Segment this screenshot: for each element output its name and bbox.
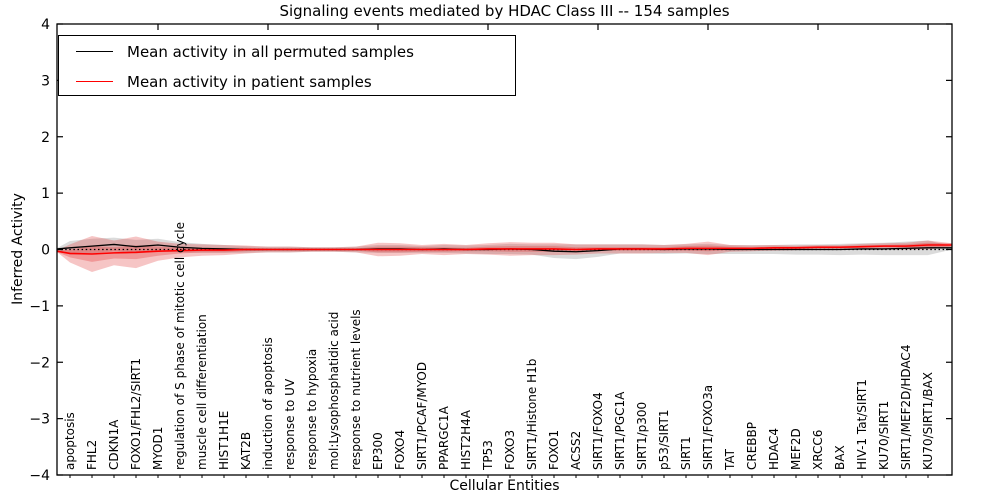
x-tick-label: CREBBP — [745, 422, 759, 470]
chart-title: Signaling events mediated by HDAC Class … — [279, 2, 730, 20]
x-tick-label: SIRT1/p300 — [635, 402, 649, 470]
x-tick-label: FOXO3 — [503, 430, 517, 470]
y-tick-label: 0 — [41, 243, 50, 259]
x-tick-label: FOXO1 — [547, 430, 561, 470]
legend-entry-permuted: Mean activity in all permuted samples — [59, 37, 515, 66]
y-tick-label: 3 — [41, 73, 50, 89]
patient-range-band-outer — [57, 235, 952, 273]
x-tick-label: SIRT1 — [679, 436, 693, 470]
x-tick-label: FOXO4 — [393, 430, 407, 470]
x-tick-label: TP53 — [481, 440, 495, 471]
legend-label-permuted: Mean activity in all permuted samples — [127, 42, 414, 61]
x-tick-label: apoptosis — [63, 412, 77, 470]
x-tick-label: FHL2 — [85, 440, 99, 470]
x-tick-label: EP300 — [371, 432, 385, 470]
x-tick-label: ACSS2 — [569, 431, 583, 470]
x-tick-label: HIST2H4A — [459, 409, 473, 470]
y-tick-label: 4 — [41, 17, 50, 33]
black-line-swatch-icon — [76, 51, 113, 52]
x-tick-label: HIST1H1E — [217, 411, 231, 470]
x-tick-label: SIRT1/PCAF/MYOD — [415, 362, 429, 470]
red-line-swatch-icon — [76, 81, 113, 82]
x-tick-label: SIRT1/FOXO3a — [701, 385, 715, 470]
y-tick-label: −1 — [29, 299, 50, 315]
x-tick-label: TAT — [723, 448, 737, 471]
x-tick-label: SIRT1/PGC1A — [613, 391, 627, 470]
x-tick-label: KU70/SIRT1 — [877, 401, 891, 470]
patient-range-band-inner — [57, 242, 952, 262]
x-tick-label: HDAC4 — [767, 428, 781, 470]
x-tick-label: p53/SIRT1 — [657, 409, 671, 470]
x-tick-label: SIRT1/FOXO4 — [591, 392, 605, 470]
y-axis-title: Inferred Activity — [10, 193, 26, 305]
legend-entry-patient: Mean activity in patient samples — [59, 67, 515, 96]
y-tick-label: −4 — [29, 468, 50, 484]
patient-mean-line — [56, 244, 952, 255]
legend-label-patient: Mean activity in patient samples — [127, 72, 372, 91]
x-tick-label: XRCC6 — [811, 430, 825, 470]
x-tick-label: SIRT1/Histone H1b — [525, 359, 539, 470]
x-tick-label: MYOD1 — [151, 427, 165, 470]
x-tick-label: induction of apoptosis — [261, 337, 275, 470]
x-axis-title: Cellular Entities — [449, 478, 560, 494]
legend: Mean activity in all permuted samples Me… — [58, 35, 516, 96]
x-tick-label: BAX — [833, 445, 847, 470]
x-tick-label: HIV-1 Tat/SIRT1 — [855, 379, 869, 470]
x-tick-label: MEF2D — [789, 428, 803, 470]
x-tick-label: regulation of S phase of mitotic cell cy… — [173, 222, 187, 470]
y-tick-label: −2 — [29, 355, 50, 371]
x-tick-label: CDKN1A — [107, 419, 121, 470]
y-tick-label: 1 — [41, 186, 50, 202]
x-tick-label: FOXO1/FHL2/SIRT1 — [129, 358, 143, 470]
x-tick-label: PPARGC1A — [437, 405, 451, 470]
x-tick-label: response to hypoxia — [305, 349, 319, 470]
x-tick-label: KU70/SIRT1/BAX — [921, 372, 935, 470]
y-tick-label: −3 — [29, 412, 50, 428]
x-tick-label: mol:Lysophosphatidic acid — [327, 312, 341, 470]
y-tick-label: 2 — [41, 130, 50, 146]
x-tick-label: response to nutrient levels — [349, 309, 363, 470]
x-tick-label: KAT2B — [239, 432, 253, 470]
x-tick-label: SIRT1/MEF2D/HDAC4 — [899, 345, 913, 470]
x-tick-label: response to UV — [283, 378, 297, 470]
x-tick-label: muscle cell differentiation — [195, 314, 209, 470]
